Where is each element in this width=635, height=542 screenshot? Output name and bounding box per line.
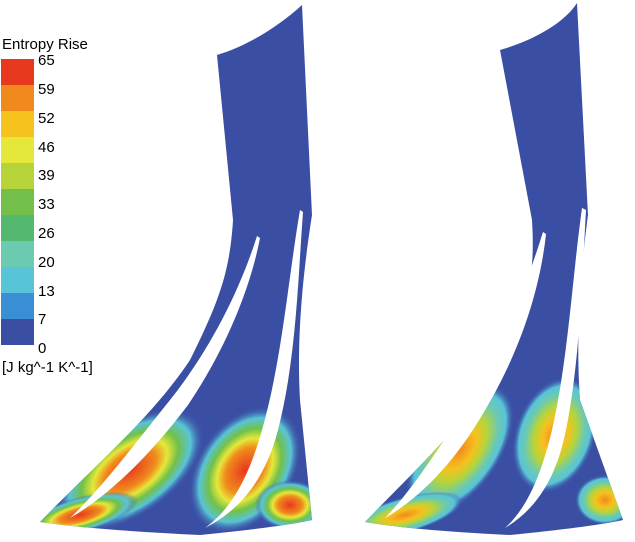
legend-swatch-7 <box>1 241 34 267</box>
legend-swatch-1 <box>1 85 34 111</box>
legend-tick-20: 20 <box>38 254 55 271</box>
legend-unit-label: [J kg^-1 K^-1] <box>2 359 93 376</box>
legend-tick-0: 0 <box>38 340 47 357</box>
legend-tick-39: 39 <box>38 167 55 184</box>
legend-tick-46: 46 <box>38 139 55 156</box>
blade-slot-right-2 <box>505 208 586 528</box>
legend-title: Entropy Rise <box>2 36 88 53</box>
legend-swatch-10 <box>1 319 34 345</box>
legend-swatch-3 <box>1 137 34 163</box>
legend-tick-7: 7 <box>38 311 47 328</box>
legend-tick-26: 26 <box>38 225 55 242</box>
legend-swatch-2 <box>1 111 34 137</box>
legend-tick-65: 65 <box>38 52 55 69</box>
legend-swatch-5 <box>1 189 34 215</box>
legend-tick-52: 52 <box>38 110 55 127</box>
legend-swatch-8 <box>1 267 34 293</box>
legend-swatch-9 <box>1 293 34 319</box>
right-contour-plot <box>365 3 623 535</box>
legend-tick-13: 13 <box>38 283 55 300</box>
warm-spot-right-1 <box>405 384 515 516</box>
legend-swatch-6 <box>1 215 34 241</box>
legend-tick-59: 59 <box>38 81 55 98</box>
legend-swatch-0 <box>1 59 34 85</box>
left-contour-plot <box>40 5 312 535</box>
color-legend-bar <box>1 59 34 345</box>
blade-slot-left-2 <box>205 210 303 528</box>
warm-spot-right-4 <box>575 475 623 525</box>
legend-swatch-4 <box>1 163 34 189</box>
legend-tick-33: 33 <box>38 196 55 213</box>
hot-spot-left-4 <box>255 480 312 530</box>
